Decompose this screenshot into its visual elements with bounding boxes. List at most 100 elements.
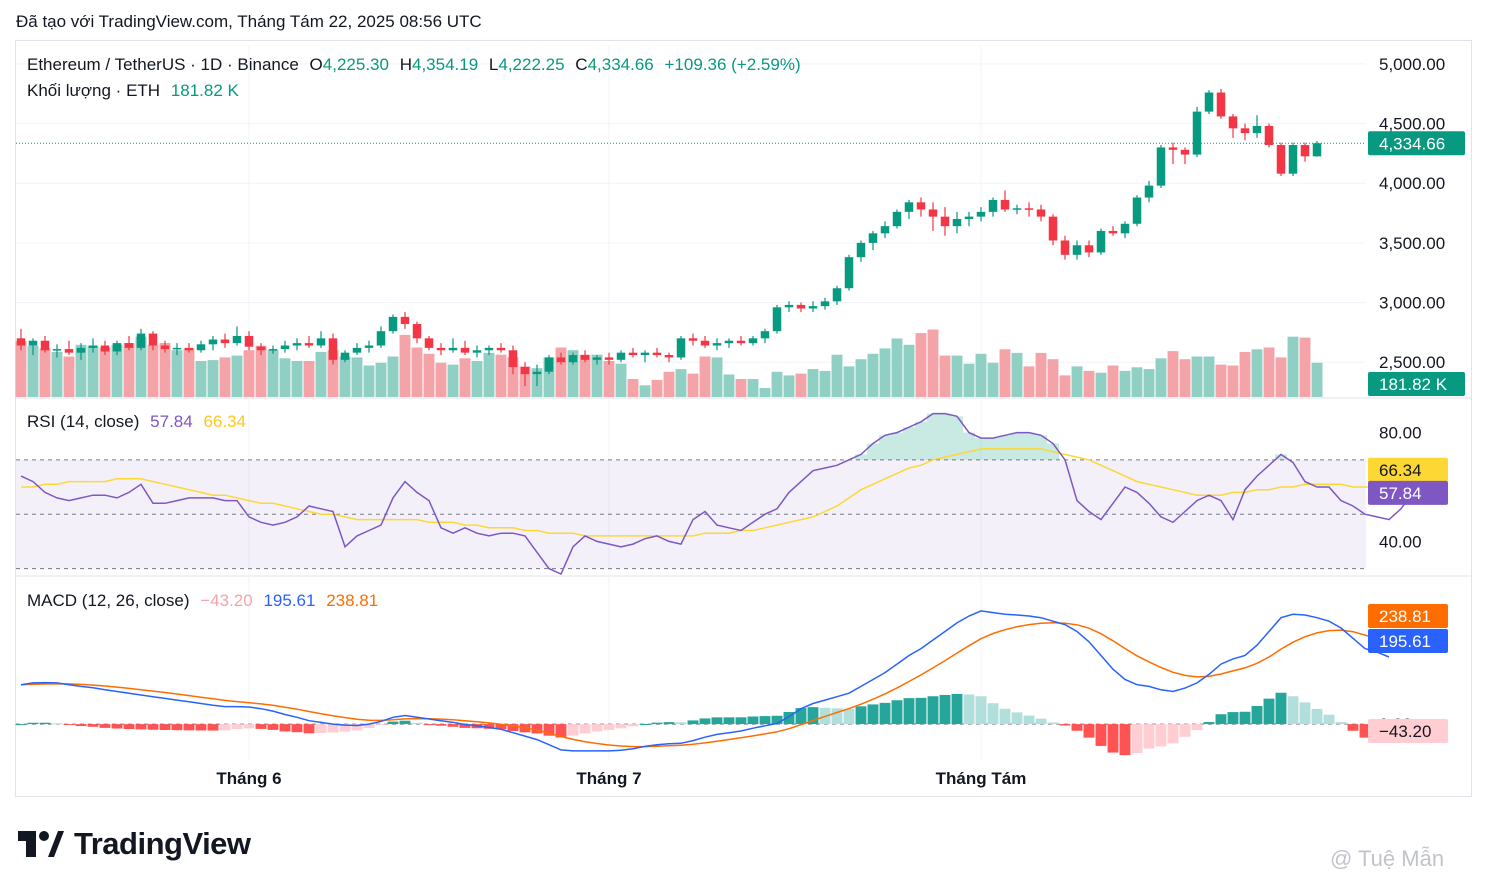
volume-bar [567,350,579,397]
rsi-ma-line [21,448,1438,537]
macd-hist-bar [483,724,495,729]
rsi-badge: 57.84 [1368,480,1448,505]
candle-body [676,338,686,358]
candle-body [76,347,86,353]
macd-hist-bar [999,708,1011,725]
candle-body [616,352,626,360]
volume-bar [903,344,915,397]
volume-badge-text: 181.82 K [1379,375,1448,394]
axis-badges: 4,334.66 181.82 K 66.34 57.84 238.81 195.61 −4… [1368,131,1465,743]
volume-bar [483,352,495,397]
macd-hist-bar [783,711,795,725]
macd-value: 195.61 [263,591,316,610]
volume-bar [303,361,315,397]
volume-bar [819,370,831,397]
macd-hist-bar [135,724,147,730]
macd-hist-bar [1191,724,1203,731]
macd-hist-bar [975,696,987,725]
macd-badge: 195.61 [1368,629,1448,653]
volume-value: 181.82 K [170,81,239,100]
rsi-label[interactable]: RSI (14, close) [27,412,140,431]
change-value: +109.36 (+2.59%) [664,55,801,74]
macd-hist-bar [195,724,207,731]
volume-bar [195,361,207,397]
volume-bar [1011,352,1023,397]
candle-body [244,335,254,347]
volume-bar [1239,352,1251,397]
volume-bar [783,375,795,397]
price-badge-bg [1368,131,1465,156]
candle-body [1276,145,1286,174]
macd-label[interactable]: MACD (12, 26, close) [27,591,190,610]
volume-bar [1107,365,1119,397]
macd-hist-bar [1095,724,1107,746]
macd-hist-bar [879,702,891,725]
volume-bar [867,353,879,397]
candle-body [16,338,26,346]
rsi-line [20,412,1438,575]
candle-body [424,338,434,348]
volume-bar [555,347,567,397]
macd-hist-bar [1155,724,1167,747]
macd-hist-bar [915,697,927,725]
macd-hist-bar [1215,714,1227,725]
candle-body [772,307,782,332]
macd-hist-bar [423,724,435,726]
symbol-title[interactable]: Ethereum / TetherUS · 1D · Binance [27,55,299,74]
macd-hist-bar [303,724,315,734]
created-caption: Đã tạo với TradingView.com, Tháng Tám 22… [16,12,482,31]
tradingview-logo[interactable]: TradingView [18,826,251,862]
watermark: @ Tuệ Mẫn [1330,846,1445,871]
candle-body [1300,145,1310,157]
macd-hist-bar [1179,724,1191,737]
volume-bar [339,356,351,397]
candle-body [88,345,98,348]
macd-line [20,610,1390,752]
macd-badge-bg [1368,629,1448,653]
open-label: O [309,55,323,74]
price-axis: 5,000.00 4,500.00 4,000.00 3,500.00 3,000.00… [216,55,1445,788]
candle-body [712,343,722,346]
macd-hist-bar [15,724,27,726]
candle-body [52,349,62,351]
macd-signal-line [20,622,1390,748]
candle-body [436,347,446,351]
rsi-ma-badge: 66.34 [1368,457,1448,482]
candle-body [1108,230,1118,234]
chart-frame[interactable] [15,40,1472,797]
macd-hist-bar [1311,708,1323,725]
macd-hist-bar [363,724,375,729]
candle-body [220,339,230,344]
candle-body [364,345,374,348]
macd-hist-bar [171,724,183,731]
volume-bar [771,371,783,397]
macd-hist-bar [255,724,267,729]
volume-badge: 181.82 K [1368,372,1465,396]
month-label: Tháng Tám [936,769,1027,788]
volume-bar [51,352,63,397]
candle-body [952,219,962,227]
volume-bar [159,343,171,397]
macd-hist-bar [735,717,747,725]
candle-body [160,345,170,350]
macd-hist-bar [843,708,855,725]
macd-hist-bar [75,724,87,727]
candle-body [460,347,470,353]
volume-bar [1023,366,1035,397]
rsi-value: 57.84 [150,412,193,431]
macd-hist-bar [183,724,195,731]
macd-hist-bar [699,718,711,725]
candle-body [628,352,638,356]
volume-bar [1059,375,1071,397]
volume-label[interactable]: Khối lượng · ETH [27,81,161,100]
candle-body [544,357,554,372]
macd-hist-bar [291,724,303,733]
candle-body [964,216,974,220]
macd-hist-bar [675,722,687,725]
rsi-badge-text: 57.84 [1379,484,1422,503]
volume-bar [651,379,663,397]
volume-bar [543,357,555,397]
macd-hist-bar [1131,724,1143,754]
macd-hist-bar [939,694,951,725]
